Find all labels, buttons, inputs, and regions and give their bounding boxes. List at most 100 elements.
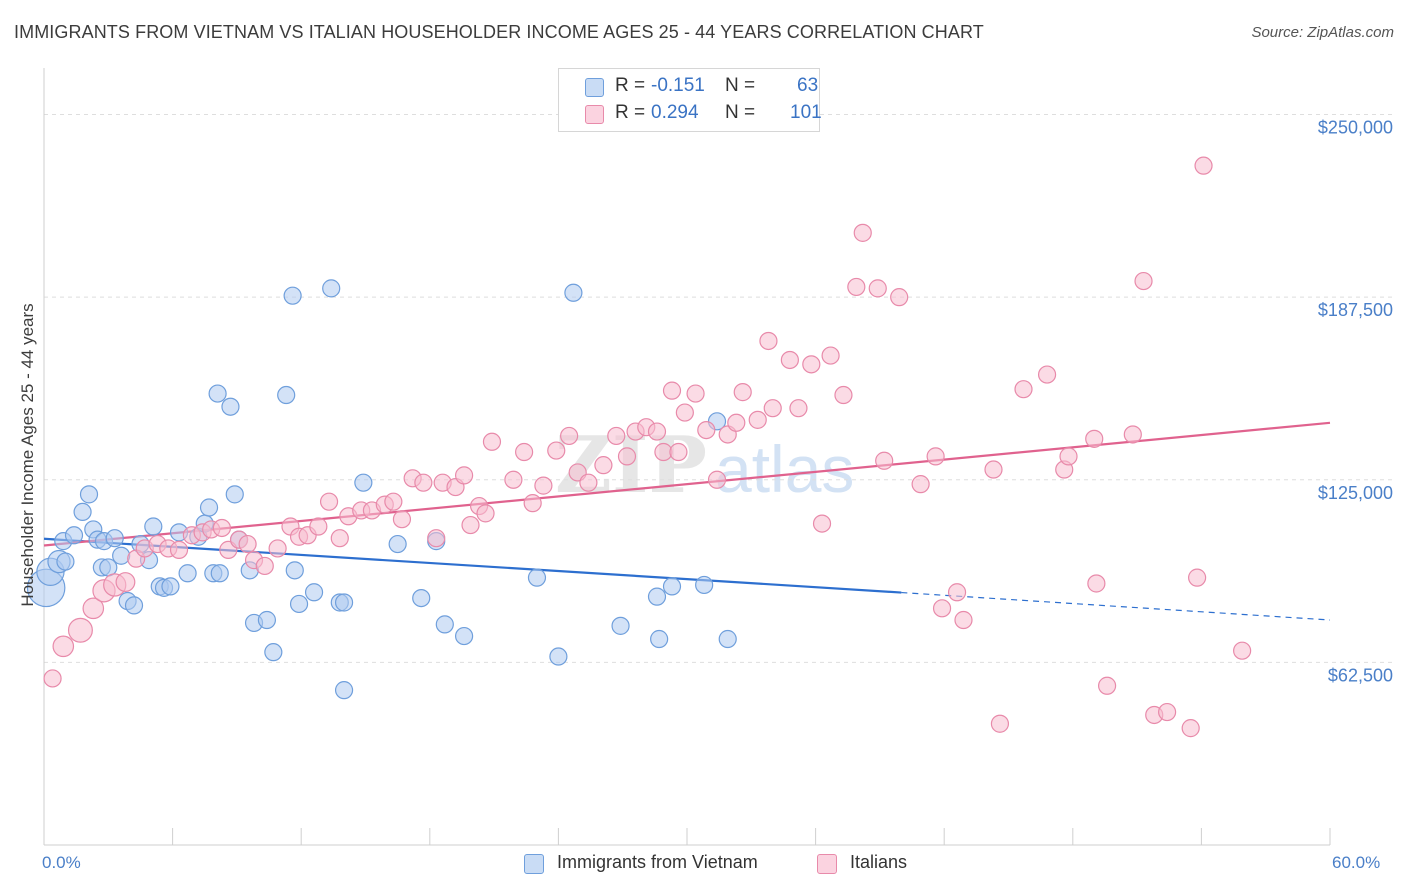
legend-swatch-vietnam (585, 78, 604, 97)
y-axis-title: Householder Income Ages 25 - 44 years (18, 303, 37, 607)
vietnam-point (283, 286, 302, 305)
series-italians-points (43, 156, 1252, 738)
correlation-legend: R = -0.151 N = 63 R = 0.294 N = 101 (558, 68, 822, 132)
italians-point (868, 279, 887, 298)
vietnam-point (412, 588, 431, 608)
italians-point (675, 403, 694, 422)
italians-point (309, 517, 328, 536)
legend-swatch-italians (585, 105, 604, 124)
italians-point (384, 492, 403, 511)
italians-point (594, 456, 613, 475)
y-tick-label: $250,000 (1318, 118, 1393, 138)
vietnam-point (264, 643, 283, 662)
italians-point (733, 383, 752, 402)
bottom-legend-label-italians: Italians (850, 852, 908, 872)
legend-r-label-vietnam: R = (615, 75, 646, 96)
vietnam-point (662, 577, 682, 596)
italians-point (834, 385, 853, 405)
italians-point (1188, 568, 1207, 587)
italians-point (954, 610, 973, 630)
y-tick-label: $125,000 (1318, 483, 1393, 503)
vietnam-point (564, 283, 583, 302)
legend-r-value-vietnam: -0.151 (651, 75, 705, 96)
vietnam-point (144, 517, 163, 536)
italians-point (707, 470, 727, 489)
italians-point (1123, 425, 1142, 444)
bottom-legend-swatch-italians (817, 854, 837, 874)
vietnam-trend-extension (901, 591, 1331, 621)
vietnam-point (178, 564, 197, 583)
italians-point (212, 518, 231, 538)
italians-point (82, 597, 105, 620)
italians-point (1037, 365, 1057, 384)
vietnam-point (257, 610, 277, 630)
italians-point (427, 529, 446, 548)
italians-point (169, 540, 189, 559)
x-tick-label-min: 0.0% (42, 853, 81, 872)
italians-point (990, 714, 1010, 733)
italians-point (504, 470, 523, 489)
italians-point (547, 441, 566, 460)
vietnam-point (322, 279, 341, 298)
vietnam-point (454, 626, 474, 646)
italians-point (780, 350, 799, 370)
italians-point (812, 514, 832, 533)
italians-point (748, 410, 767, 429)
vietnam-point (64, 526, 84, 545)
italians-point (534, 476, 553, 495)
italians-point (1134, 271, 1153, 291)
italians-point (727, 413, 746, 432)
vietnam-point (611, 616, 630, 635)
italians-point (268, 539, 287, 558)
vietnam-point (647, 587, 667, 606)
italians-point (523, 494, 542, 513)
vietnam-point (210, 564, 229, 583)
vietnam-point (225, 485, 244, 504)
watermark-atlas: atlas (715, 432, 854, 506)
vietnam-point (718, 629, 737, 649)
bottom-legend-label-vietnam: Immigrants from Vietnam (557, 852, 758, 872)
italians-point (515, 442, 534, 462)
vietnam-point (79, 485, 99, 504)
italians-point (647, 422, 667, 441)
legend-r-value-italians: 0.294 (651, 102, 699, 123)
italians-point (67, 617, 93, 643)
y-tick-label: $187,500 (1318, 300, 1393, 320)
italians-point (911, 475, 930, 494)
legend-r-label-italians: R = (615, 102, 646, 123)
italians-point (1087, 574, 1106, 593)
italians-point (890, 288, 909, 307)
vietnam-point (208, 384, 227, 403)
italians-point (1181, 719, 1200, 738)
vietnam-point (304, 583, 324, 602)
italians-point (759, 331, 778, 351)
italians-point (984, 460, 1003, 479)
italians-point (1059, 447, 1078, 466)
italians-point (669, 442, 688, 462)
italians-point (579, 473, 598, 492)
y-tick-label: $62,500 (1328, 665, 1393, 685)
vietnam-point (124, 596, 144, 615)
italians-point (115, 572, 136, 592)
vietnam-point (199, 498, 219, 517)
italians-point (330, 529, 349, 548)
italians-point (454, 466, 474, 485)
italians-point (932, 599, 952, 618)
vietnam-point (285, 561, 304, 580)
italians-point (1014, 380, 1033, 399)
italians-trend-line (43, 421, 1331, 547)
vietnam-point (105, 529, 124, 548)
italians-point (1085, 429, 1104, 448)
italians-point (947, 583, 967, 602)
source-label: Source: ZipAtlas.com (1251, 24, 1394, 41)
y-tick-labels: $62,500 $125,000 $187,500 $250,000 (1318, 118, 1393, 686)
italians-point (802, 355, 821, 374)
italians-point (607, 426, 626, 446)
italians-point (255, 556, 274, 576)
axes (43, 68, 1331, 846)
italians-point (1194, 156, 1213, 175)
vietnam-point (334, 681, 354, 700)
vietnam-point (73, 502, 92, 522)
legend-n-label-italians: N = (725, 102, 756, 123)
